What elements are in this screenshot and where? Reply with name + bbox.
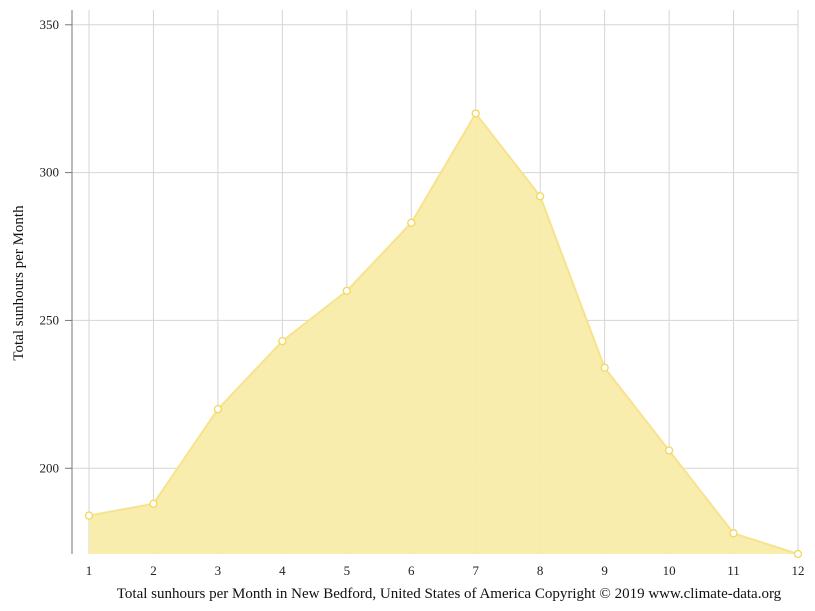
y-tick-label: 350: [40, 17, 60, 32]
data-point: [84, 511, 94, 520]
axes: [65, 10, 73, 554]
data-point: [407, 218, 416, 228]
data-point: [793, 549, 803, 559]
area-line: [88, 111, 799, 555]
y-tick-label: 200: [40, 460, 60, 475]
data-point: [600, 363, 609, 372]
x-tick-label: 5: [344, 563, 351, 578]
x-tick-label: 2: [150, 563, 157, 578]
x-tick-label: 11: [727, 563, 740, 578]
x-tick-label: 7: [472, 563, 479, 578]
y-tick-label: 300: [40, 165, 60, 180]
area-series: [88, 111, 799, 555]
data-point: [471, 109, 480, 118]
data-points: [84, 109, 803, 559]
x-tick-label: 3: [215, 563, 222, 578]
data-point: [213, 404, 223, 414]
data-point: [664, 446, 674, 455]
x-tick-label: 8: [537, 563, 544, 578]
x-tick-label: 4: [279, 563, 286, 578]
chart-footer: Total sunhours per Month in New Bedford,…: [117, 586, 782, 602]
x-tick-label: 9: [601, 563, 608, 578]
data-point: [278, 336, 287, 346]
area-fill: [89, 113, 798, 554]
data-point: [536, 192, 545, 201]
data-point: [342, 286, 351, 296]
data-point: [729, 529, 738, 538]
x-tick-label: 6: [408, 563, 415, 578]
x-tick-label: 1: [86, 563, 93, 578]
y-tick-label: 250: [40, 312, 60, 327]
data-point: [149, 499, 158, 508]
x-tick-label: 10: [663, 563, 676, 578]
x-tick-label: 12: [792, 563, 805, 578]
y-axis-title: Total sunhours per Month: [11, 205, 27, 361]
